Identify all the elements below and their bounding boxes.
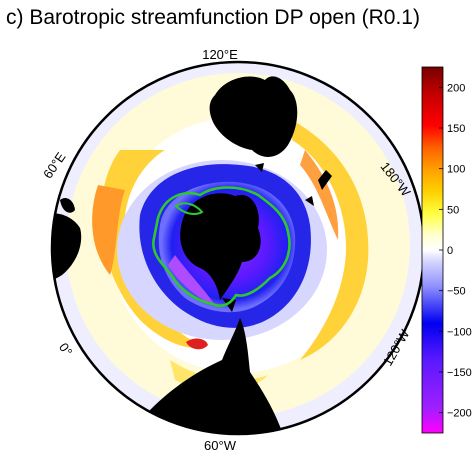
colorbar-tick-label: 200 (447, 82, 465, 94)
south-america (150, 318, 285, 434)
falkland-red-spot (186, 338, 208, 350)
weddell-minimum (168, 255, 215, 305)
madagascar (60, 198, 75, 213)
colorbar-tick-label: −150 (447, 367, 472, 379)
chart-title: c) Barotropic streamfunction DP open (R0… (6, 6, 420, 29)
colorbar-tick-label: 100 (447, 164, 465, 176)
tasmania (255, 163, 264, 172)
east-positive-arc (292, 120, 369, 360)
africa (52, 213, 82, 282)
lon-label-0: 0° (56, 340, 75, 359)
colorbar-tick-label: 0 (447, 245, 453, 257)
colorbar-tick-label: −100 (447, 326, 472, 338)
colorbar-tick-label: −200 (447, 408, 472, 420)
antarctica (180, 193, 261, 300)
colorbar-tick-label: 150 (447, 123, 465, 135)
west-orange-core (92, 185, 125, 275)
west-positive-arc (101, 150, 200, 348)
colorbar-ticks: 200 150 100 50 0 −50 −100 −150 −200 (439, 82, 472, 420)
gyre-contour-inner (174, 202, 204, 215)
lon-label-60W: 60°W (204, 438, 237, 453)
colorbar: 200 150 100 50 0 −50 −100 −150 −200 (421, 66, 472, 434)
east-orange-core (300, 150, 339, 240)
lon-label-60E: 60°E (40, 149, 69, 181)
colorbar-tick-label: −50 (447, 286, 466, 298)
new-zealand (318, 170, 332, 190)
streamfunction-map (52, 62, 424, 434)
australia (209, 76, 298, 157)
colorbar-tick-label: 50 (447, 204, 459, 216)
gyre-contour (152, 186, 291, 307)
lon-label-120E: 120°E (202, 47, 238, 62)
new-zealand-south (305, 196, 314, 206)
